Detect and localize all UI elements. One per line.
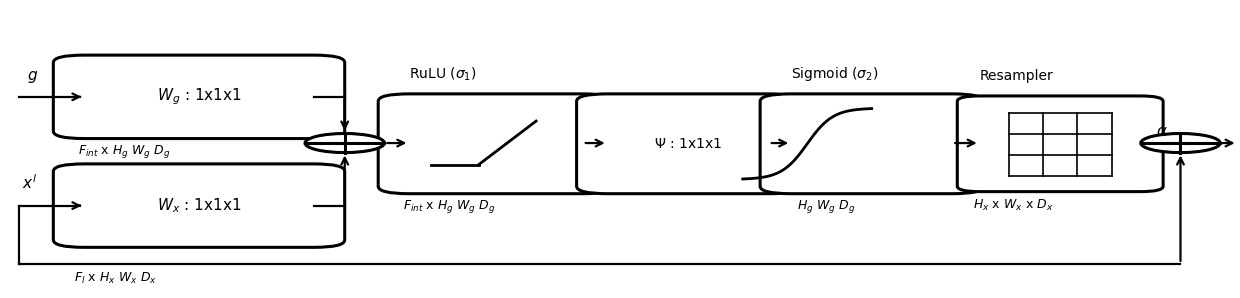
FancyBboxPatch shape xyxy=(53,164,345,247)
Text: $F_{int}$ x $H_g$ $W_g$ $D_g$: $F_{int}$ x $H_g$ $W_g$ $D_g$ xyxy=(78,143,171,160)
Text: $F_{int}$ x $H_g$ $W_g$ $D_g$: $F_{int}$ x $H_g$ $W_g$ $D_g$ xyxy=(403,198,496,215)
Text: $F_l$ x $H_x$ $W_x$ $D_x$: $F_l$ x $H_x$ $W_x$ $D_x$ xyxy=(74,271,157,286)
Text: $x^l$: $x^l$ xyxy=(22,173,37,192)
Text: g: g xyxy=(27,69,37,83)
Circle shape xyxy=(305,134,384,153)
Text: $W_g$ : 1x1x1: $W_g$ : 1x1x1 xyxy=(156,86,242,107)
Text: $\alpha$: $\alpha$ xyxy=(1156,124,1168,139)
FancyBboxPatch shape xyxy=(760,94,983,194)
Text: $\Psi$ : 1x1x1: $\Psi$ : 1x1x1 xyxy=(655,137,722,151)
Text: $H_g$ $W_g$ $D_g$: $H_g$ $W_g$ $D_g$ xyxy=(797,198,856,215)
FancyBboxPatch shape xyxy=(577,94,800,194)
Text: $W_x$ : 1x1x1: $W_x$ : 1x1x1 xyxy=(156,196,242,215)
Text: RuLU ($\sigma_1$): RuLU ($\sigma_1$) xyxy=(409,66,477,83)
Circle shape xyxy=(1141,134,1220,153)
FancyBboxPatch shape xyxy=(957,96,1163,192)
Text: $H_x$ x $W_x$ x $D_x$: $H_x$ x $W_x$ x $D_x$ xyxy=(973,198,1054,213)
FancyBboxPatch shape xyxy=(53,55,345,139)
Text: Sigmoid ($\sigma_2$): Sigmoid ($\sigma_2$) xyxy=(791,66,879,83)
FancyBboxPatch shape xyxy=(378,94,614,194)
Text: Resampler: Resampler xyxy=(980,69,1053,83)
